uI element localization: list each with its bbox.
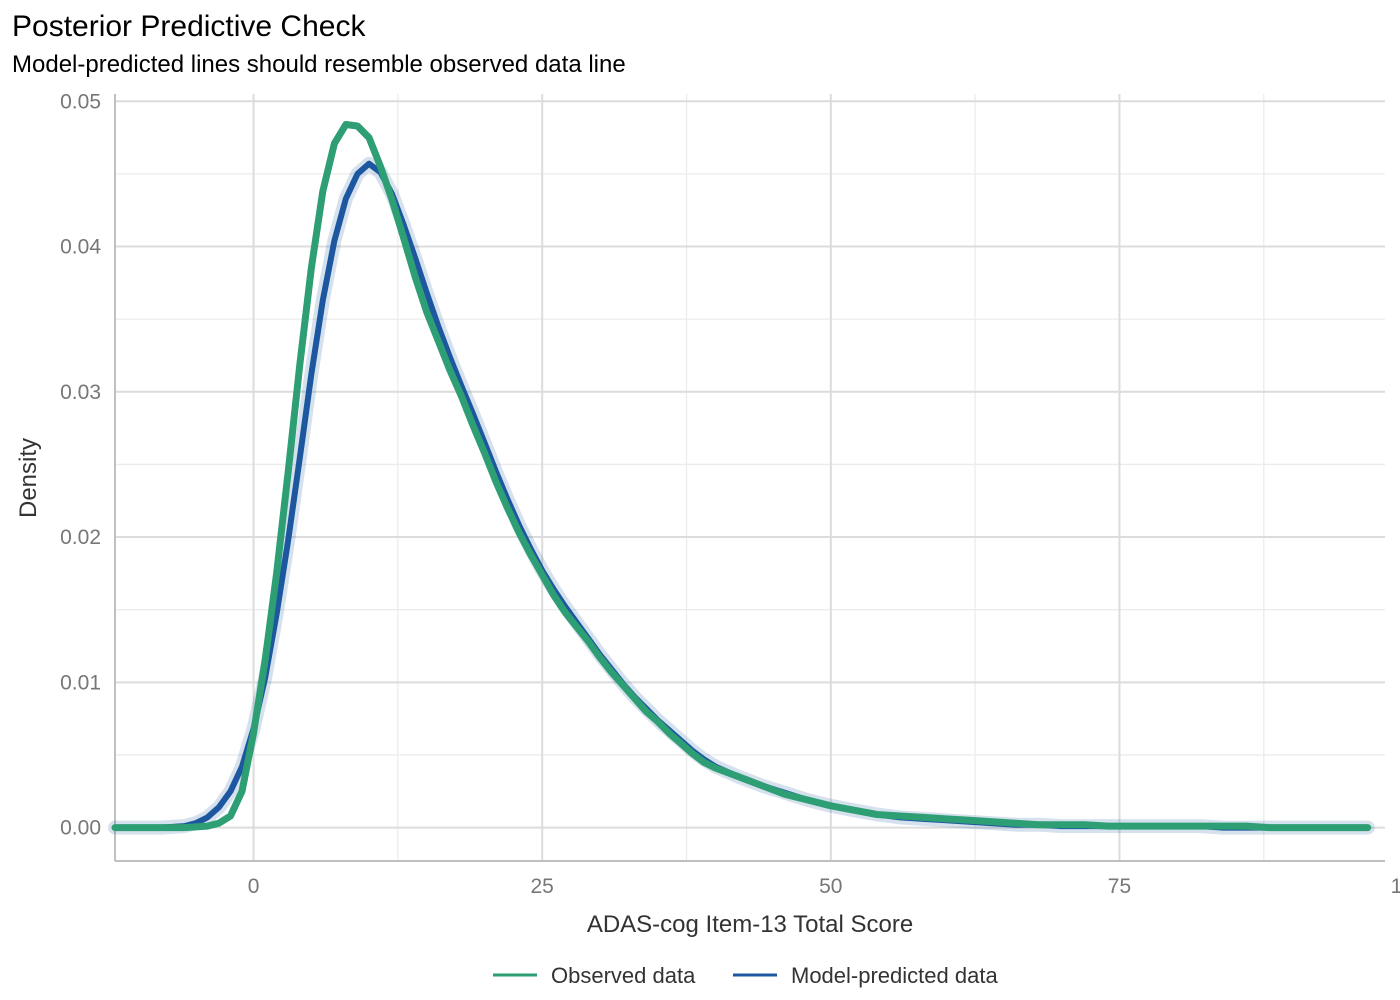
x-tick-label: 100 [1391,875,1400,898]
y-tick-label: 0.02 [60,526,101,549]
y-tick-label: 0.01 [60,671,101,694]
y-axis-title: Density [15,438,42,518]
y-tick-label: 0.00 [60,817,101,840]
chart-subtitle: Model-predicted lines should resemble ob… [12,51,626,78]
y-tick-label: 0.05 [60,90,101,113]
grid [115,94,1385,861]
legend-label-predicted: Model-predicted data [791,963,998,988]
x-tick-label: 25 [531,875,554,898]
series-lines [108,121,1375,835]
x-tick-label: 0 [248,875,260,898]
y-tick-label: 0.03 [60,381,101,404]
observed-series-line [111,121,1372,832]
y-tick-label: 0.04 [60,236,101,259]
legend: Observed data Model-predicted data [493,963,998,988]
x-axis-ticks: 0 25 50 75 100 [248,875,1400,898]
x-tick-label: 75 [1108,875,1131,898]
predicted-series-line [112,160,1371,831]
chart-title: Posterior Predictive Check [12,10,366,43]
y-axis-ticks: 0.00 0.01 0.02 0.03 0.04 0.05 [60,90,101,839]
legend-label-observed: Observed data [551,963,696,988]
predicted-draws-band [108,156,1375,835]
x-tick-label: 50 [819,875,842,898]
x-axis-title: ADAS-cog Item-13 Total Score [587,911,913,938]
